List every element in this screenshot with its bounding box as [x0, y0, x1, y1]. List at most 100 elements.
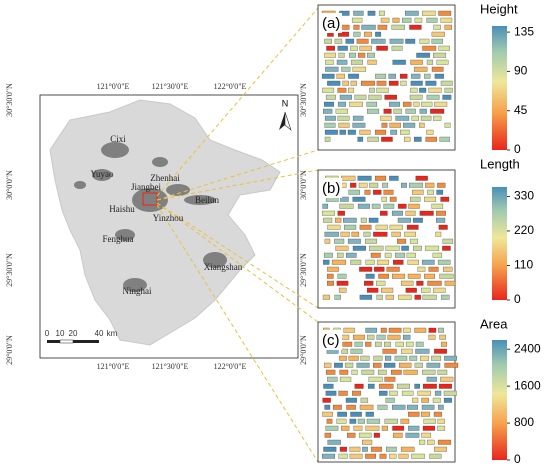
building: [437, 182, 446, 188]
building: [405, 210, 416, 216]
lon-label: 121°0'0"E: [97, 82, 130, 91]
colorbar: [492, 187, 507, 300]
building: [325, 66, 339, 72]
building: [343, 217, 357, 223]
lat-label: 30°30'0"N: [5, 83, 14, 117]
colorbar-tick-label: 2400: [514, 341, 541, 355]
building: [422, 369, 436, 375]
building: [383, 108, 392, 114]
place-name: Yinzhou: [153, 213, 184, 223]
building: [406, 224, 419, 230]
building: [374, 266, 385, 272]
colorbar-tick-label: 110: [514, 258, 533, 272]
building: [440, 80, 453, 86]
building: [440, 17, 453, 23]
building: [408, 203, 420, 209]
building: [339, 94, 352, 100]
building: [356, 38, 369, 44]
building: [408, 411, 420, 417]
building: [403, 369, 418, 375]
building: [405, 341, 414, 347]
building: [352, 196, 366, 202]
building: [368, 376, 383, 382]
colorbar-tick-label: 45: [514, 103, 528, 117]
building: [360, 355, 370, 361]
building: [326, 418, 333, 424]
building: [334, 238, 345, 244]
building: [322, 411, 333, 417]
building: [350, 348, 363, 354]
building: [326, 45, 335, 51]
building: [444, 280, 456, 286]
building: [337, 273, 347, 279]
building: [428, 266, 439, 272]
building: [367, 383, 375, 389]
building: [388, 327, 402, 333]
colorbar-tick-label: 0: [514, 292, 521, 306]
panel-label: (b): [322, 180, 340, 197]
building: [403, 122, 416, 128]
building: [436, 210, 446, 216]
building: [424, 196, 437, 202]
building: [348, 87, 355, 93]
building: [380, 17, 390, 23]
building: [400, 80, 407, 86]
building: [392, 273, 406, 279]
building: [427, 189, 434, 195]
building: [409, 238, 419, 244]
building: [325, 59, 334, 65]
building: [360, 397, 369, 403]
building: [398, 362, 412, 368]
building: [389, 122, 401, 128]
building: [375, 341, 382, 347]
building: [410, 196, 421, 202]
building: [438, 404, 444, 410]
building: [414, 136, 422, 142]
building: [407, 259, 419, 265]
building: [360, 217, 367, 223]
building: [444, 122, 451, 128]
building: [388, 80, 399, 86]
building: [376, 45, 388, 51]
building: [336, 280, 349, 286]
building: [352, 122, 366, 128]
building: [323, 252, 333, 258]
building: [409, 182, 424, 188]
building: [334, 217, 342, 223]
building: [433, 287, 446, 293]
building: [369, 182, 379, 188]
building: [347, 432, 356, 438]
lon-label: 121°0'0"E: [97, 362, 130, 371]
colorbar-tick-label: 220: [514, 223, 534, 237]
building: [367, 108, 380, 114]
building: [431, 66, 444, 72]
lon-label: 121°30'0"E: [152, 82, 189, 91]
colorbar-tick-label: 1600: [514, 378, 541, 392]
building: [334, 38, 343, 44]
building: [438, 224, 448, 230]
building: [417, 390, 431, 396]
building: [352, 115, 364, 121]
building: [358, 182, 368, 188]
building: [423, 418, 436, 424]
building: [428, 87, 442, 93]
building: [343, 327, 355, 333]
building: [393, 259, 404, 265]
building: [436, 59, 449, 65]
building: [398, 294, 412, 300]
building: [381, 122, 388, 128]
building: [426, 59, 434, 65]
building: [426, 94, 440, 100]
building: [431, 31, 445, 37]
building: [359, 45, 372, 51]
building: [338, 52, 345, 58]
building: [370, 252, 381, 258]
building: [337, 252, 344, 258]
building: [358, 432, 372, 438]
building: [324, 101, 334, 107]
building: [353, 334, 365, 340]
building: [327, 376, 338, 382]
building: [359, 129, 371, 135]
building: [442, 238, 454, 244]
building: [443, 266, 453, 272]
